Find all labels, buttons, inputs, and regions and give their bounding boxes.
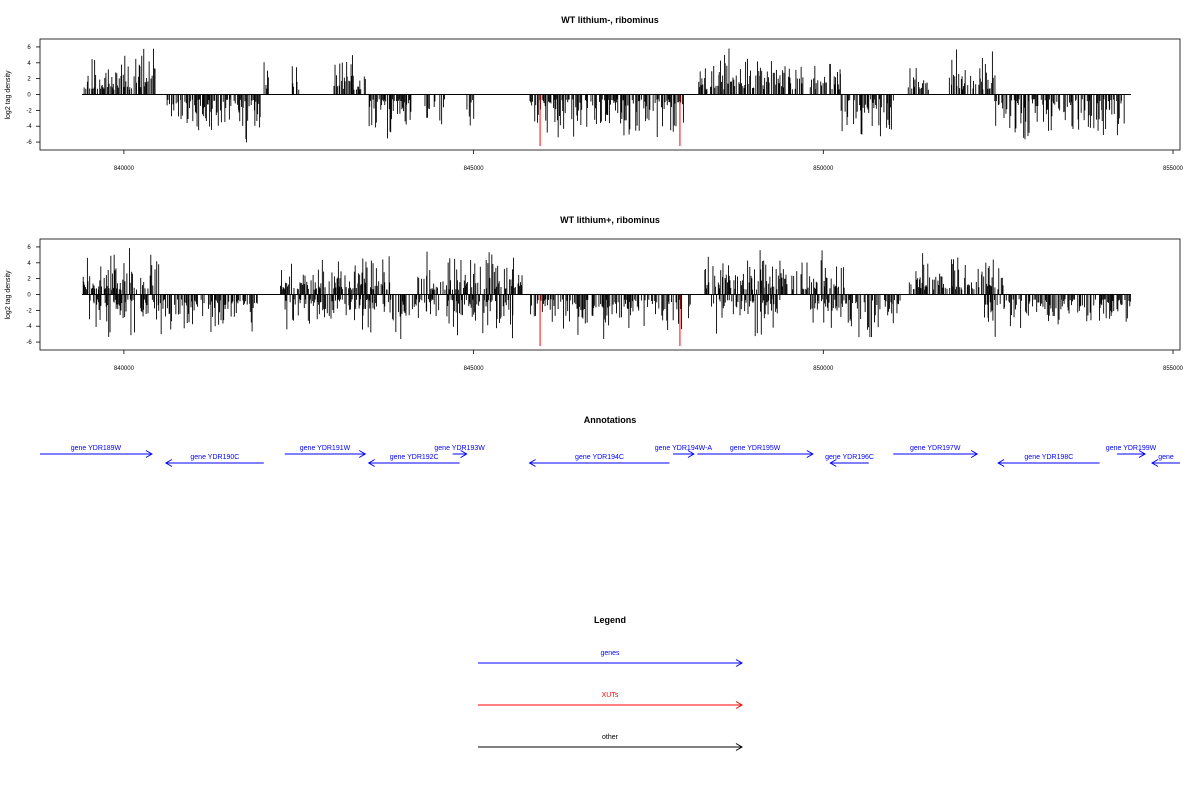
xut-marks — [539, 94, 681, 147]
legend-item-xut: XUTs — [478, 692, 743, 709]
gene-arrows: gene YDR189W gene YDR190C gene YDR191W gene… — [40, 445, 1180, 467]
gene-arrow-head — [367, 459, 375, 467]
gene-arrow-head — [460, 450, 468, 458]
gene-arrow-head — [1138, 450, 1147, 458]
legend-item-other: other — [478, 734, 743, 751]
gene-label: gene YDR196C — [825, 454, 874, 461]
y-axis: 6 4 2 0 -2 -4 -6 — [26, 45, 40, 146]
y-tick-label: -4 — [26, 124, 32, 130]
gene-label: gene YDR192C — [390, 454, 439, 461]
x-axis: 840000 845000 850000 855000 — [114, 150, 1184, 172]
gene-arrow: gene YDR191W — [284, 445, 367, 458]
legend: Legend genes XUTs other — [478, 615, 743, 751]
y-tick-label: 4 — [27, 261, 31, 267]
gene-arrow-head — [997, 459, 1005, 467]
gene-arrow-head — [1151, 459, 1159, 467]
y-tick-label: -2 — [26, 308, 32, 314]
gene-arrow: gene YDR194C — [528, 454, 670, 467]
legend-label: other — [602, 734, 619, 741]
gene-arrow-head — [687, 450, 695, 458]
legend-title: Legend — [594, 615, 626, 625]
gene-label: gene YDR189W — [71, 445, 122, 452]
gene-label: gene YDR191W — [300, 445, 351, 452]
legend-arrow-head — [735, 743, 743, 751]
panel-title: WT lithium+, ribominus — [560, 215, 660, 225]
gene-arrow-head — [358, 450, 367, 458]
x-tick-label: 850000 — [813, 366, 834, 372]
y-axis-label: log2 tag density — [5, 270, 12, 320]
gene-arrow: gene YDR196C — [825, 454, 874, 467]
y-tick-label: 2 — [27, 77, 31, 83]
gene-arrow-head — [164, 459, 173, 467]
legend-items: genes XUTs other — [478, 650, 743, 751]
xut-marks — [539, 294, 681, 347]
gene-arrow: gene — [1151, 454, 1180, 467]
gene-arrow-head — [829, 459, 837, 467]
gene-label: gene YDR194W-A — [655, 445, 713, 452]
gene-arrow: gene YDR189W — [40, 445, 153, 458]
gene-label: gene YDR197W — [910, 445, 961, 452]
gene-label: gene YDR194C — [575, 454, 624, 461]
gene-arrow-head — [806, 450, 814, 458]
gene-label: gene YDR195W — [730, 445, 781, 452]
x-tick-label: 845000 — [464, 366, 485, 372]
coverage-bars — [83, 48, 1125, 143]
gene-arrow: gene YDR192C — [367, 454, 460, 467]
panel-lithium-minus: WT lithium-, ribominus log2 tag density … — [5, 15, 1184, 172]
y-tick-label: -6 — [26, 340, 32, 346]
gene-arrow: gene YDR197W — [893, 445, 979, 458]
gene-arrow-head — [145, 450, 153, 458]
x-tick-label: 855000 — [1163, 166, 1184, 172]
y-tick-label: 2 — [27, 277, 31, 283]
legend-label: genes — [600, 650, 620, 657]
gene-arrow-head — [528, 459, 536, 467]
panel-lithium-plus: WT lithium+, ribominus log2 tag density … — [5, 215, 1184, 372]
gene-arrow-head — [970, 450, 979, 458]
gene-arrow: gene YDR194W-A — [655, 445, 713, 458]
gene-label: gene — [1158, 454, 1174, 461]
x-tick-label: 840000 — [114, 166, 135, 172]
y-axis-label: log2 tag density — [5, 70, 12, 120]
y-tick-label: 0 — [27, 293, 31, 299]
y-tick-label: 6 — [27, 245, 31, 251]
y-tick-label: -4 — [26, 324, 32, 330]
x-tick-label: 855000 — [1163, 366, 1184, 372]
legend-arrow-head — [735, 701, 743, 709]
gene-label: gene YDR190C — [190, 454, 239, 461]
gene-label: gene YDR199W — [1106, 445, 1157, 452]
gene-arrow: gene YDR193W — [434, 445, 485, 458]
x-axis: 840000 845000 850000 855000 — [114, 350, 1184, 372]
gene-arrow: gene YDR199W — [1106, 445, 1157, 458]
legend-label: XUTs — [602, 692, 619, 699]
annotations-title: Annotations — [584, 415, 637, 425]
gene-label: gene YDR198C — [1024, 454, 1073, 461]
gene-arrow: gene YDR198C — [997, 454, 1100, 467]
y-tick-label: -6 — [26, 140, 32, 146]
x-tick-label: 850000 — [813, 166, 834, 172]
y-tick-label: -2 — [26, 108, 32, 114]
gene-arrow: gene YDR195W — [697, 445, 814, 458]
coverage-bars — [82, 248, 1131, 340]
y-tick-label: 0 — [27, 93, 31, 99]
gene-arrow: gene YDR190C — [164, 454, 264, 467]
x-tick-label: 845000 — [464, 166, 485, 172]
y-axis: 6 4 2 0 -2 -4 -6 — [26, 245, 40, 346]
legend-item-gene: genes — [478, 650, 743, 667]
panel-title: WT lithium-, ribominus — [561, 15, 659, 25]
legend-arrow-head — [735, 659, 743, 667]
y-tick-label: 4 — [27, 61, 31, 67]
y-tick-label: 6 — [27, 45, 31, 51]
gene-label: gene YDR193W — [434, 445, 485, 452]
x-tick-label: 840000 — [114, 366, 135, 372]
